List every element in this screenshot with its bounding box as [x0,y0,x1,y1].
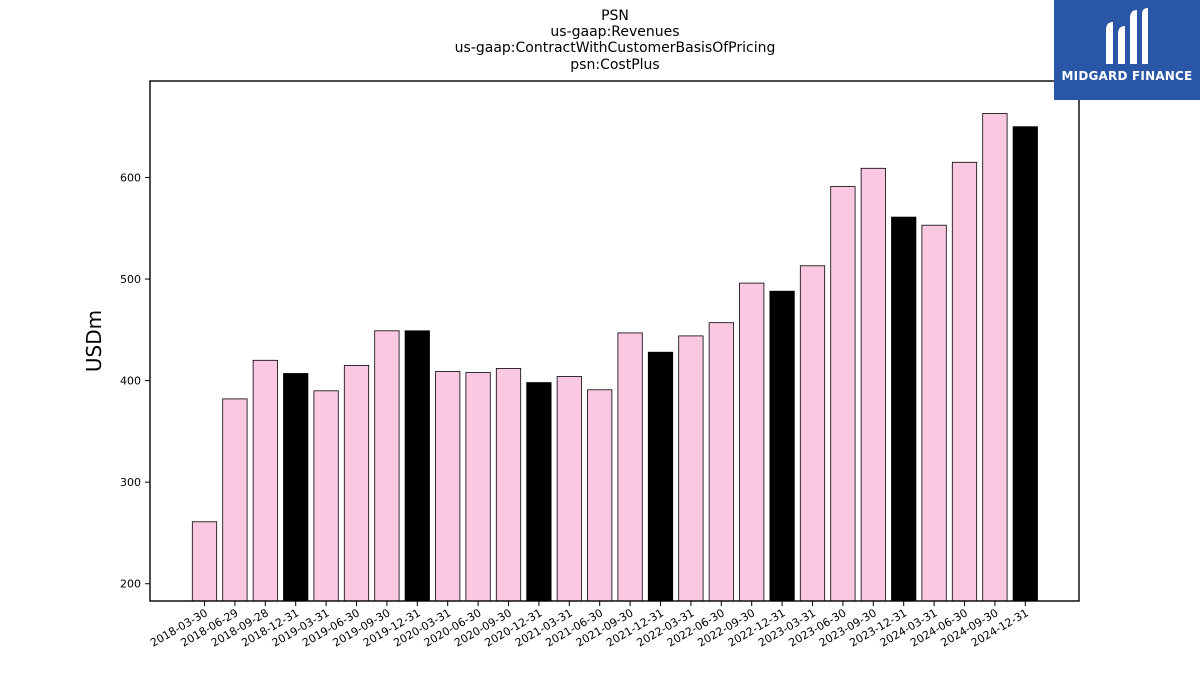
y-tick-label: 600 [120,171,141,184]
bar-2020-09-30 [495,367,522,602]
midgard-logo-icon [1106,8,1148,64]
bar-2019-06-30 [343,364,370,602]
bar-2019-03-31 [313,390,339,602]
bar-2021-12-31 [647,351,674,602]
bar-2018-12-31 [283,373,309,602]
chart-title-line-3: us-gaap:ContractWithCustomerBasisOfPrici… [455,40,776,56]
bar-2020-12-31 [526,382,552,602]
bar-2024-09-30 [982,113,1008,602]
midgard-finance-logo: MIDGARD FINANCE [1054,0,1200,100]
y-tick-label: 400 [120,375,141,388]
bars-group [191,113,1038,602]
bar-2022-12-31 [769,290,795,602]
plot-frame [149,80,1080,602]
bar-2024-03-31 [921,224,947,602]
bar-2022-06-30 [708,322,734,602]
bar-2023-06-30 [830,186,856,602]
bar-2023-12-31 [891,216,917,602]
bar-2020-06-30 [465,372,491,602]
bar-2023-09-30 [860,167,886,602]
bar-2021-09-30 [617,332,643,602]
bar-2022-09-30 [739,282,765,602]
y-tick-label: 300 [120,476,141,489]
bar-2022-03-31 [678,335,704,602]
bar-2018-09-28 [252,359,278,602]
bar-2020-03-31 [435,371,461,602]
logo-text: MIDGARD FINANCE [1061,69,1193,83]
y-tick-label: 500 [120,273,141,286]
bar-2021-06-30 [587,389,613,602]
bar-2024-12-31 [1012,126,1038,602]
bar-2023-03-31 [799,265,826,602]
bar-2018-06-29 [222,398,248,602]
bar-2018-03-30 [191,521,218,602]
bar-2019-09-30 [374,330,400,602]
chart-title-line-1: PSN [601,8,629,24]
y-tick-label: 200 [120,578,141,591]
y-axis: 200 300 400 500 600 [120,171,150,591]
chart-title-line-4: psn:CostPlus [570,57,659,73]
bar-2024-06-30 [951,161,978,602]
y-axis-label: USDm [82,310,106,372]
chart-title-line-2: us-gaap:Revenues [550,24,679,40]
bar-2021-03-31 [556,376,582,602]
x-axis: 2018-03-302018-06-292018-09-282018-12-31… [148,601,1031,650]
bar-2019-12-31 [404,330,430,602]
